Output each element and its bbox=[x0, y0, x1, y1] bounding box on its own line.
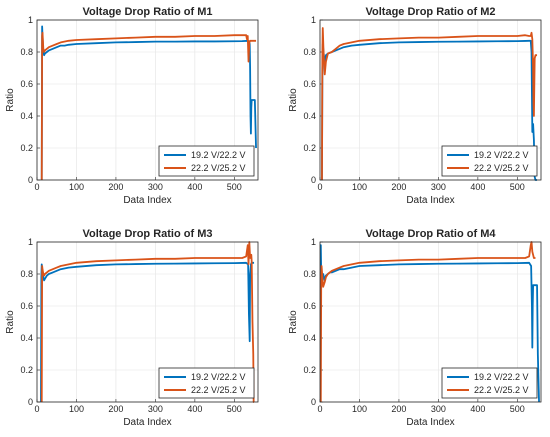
legend-label-1: 19.2 V/22.2 V bbox=[191, 372, 246, 382]
y-axis-label: Ratio bbox=[288, 88, 299, 112]
y-tick-label: 0.4 bbox=[303, 333, 316, 343]
y-tick-label: 0.2 bbox=[20, 143, 33, 153]
x-tick-label: 500 bbox=[510, 182, 525, 192]
y-tick-label: 0.4 bbox=[20, 333, 33, 343]
series-line-2 bbox=[321, 27, 538, 181]
legend-label-2: 22.2 V/25.2 V bbox=[474, 163, 529, 173]
y-tick-label: 0.8 bbox=[303, 47, 316, 57]
x-axis-label: Data Index bbox=[123, 417, 171, 428]
x-tick-label: 100 bbox=[69, 404, 84, 414]
y-axis-label: Ratio bbox=[5, 88, 16, 112]
legend-box bbox=[158, 367, 255, 399]
legend-label-2: 22.2 V/25.2 V bbox=[191, 163, 246, 173]
legend: 19.2 V/22.2 V 22.2 V/25.2 V bbox=[158, 367, 255, 399]
y-tick-label: 0.8 bbox=[20, 47, 33, 57]
legend-label-2: 22.2 V/25.2 V bbox=[474, 385, 529, 395]
x-tick-label: 0 bbox=[34, 404, 39, 414]
y-tick-label: 0.8 bbox=[303, 269, 316, 279]
subplot-4: 0 100 200 300 400 500 0 0.2 0.4 0.6 0.8 1 Voltage Dr… bbox=[288, 228, 542, 428]
y-tick-label: 0 bbox=[28, 175, 33, 185]
subplot-3: 0 100 200 300 400 500 0 0.2 0.4 0.6 0.8 1 Voltage Dr… bbox=[5, 228, 259, 428]
x-tick-label: 200 bbox=[108, 182, 123, 192]
axes-frame bbox=[36, 19, 259, 181]
x-tick-label: 100 bbox=[352, 404, 367, 414]
x-tick-label: 500 bbox=[227, 182, 242, 192]
series-line-2 bbox=[40, 241, 255, 403]
x-tick-label: 0 bbox=[34, 182, 39, 192]
subplot-1: 0 100 200 300 400 500 0 0.2 0.4 0.6 0.8 1 Voltage Dr… bbox=[5, 6, 259, 206]
legend: 19.2 V/22.2 V 22.2 V/25.2 V bbox=[158, 145, 255, 177]
x-tick-label: 300 bbox=[148, 182, 163, 192]
legend-box bbox=[441, 367, 538, 399]
legend: 19.2 V/22.2 V 22.2 V/25.2 V bbox=[441, 367, 538, 399]
x-axis-label: Data Index bbox=[406, 195, 454, 206]
legend-label-1: 19.2 V/22.2 V bbox=[474, 150, 529, 160]
y-tick-label: 1 bbox=[311, 237, 316, 247]
y-tick-label: 0.4 bbox=[303, 111, 316, 121]
x-tick-label: 200 bbox=[108, 404, 123, 414]
x-tick-label: 300 bbox=[148, 404, 163, 414]
legend: 19.2 V/22.2 V 22.2 V/25.2 V bbox=[441, 145, 538, 177]
subplot-2: 0 100 200 300 400 500 0 0.2 0.4 0.6 0.8 1 Voltage Dr… bbox=[288, 6, 542, 206]
y-tick-label: 0.6 bbox=[303, 301, 316, 311]
y-tick-label: 0.2 bbox=[303, 365, 316, 375]
chart-title: Voltage Drop Ratio of M2 bbox=[366, 6, 496, 18]
y-tick-label: 0.2 bbox=[20, 365, 33, 375]
y-tick-label: 0 bbox=[28, 397, 33, 407]
y-axis-label: Ratio bbox=[5, 310, 16, 334]
x-tick-label: 300 bbox=[431, 182, 446, 192]
x-tick-label: 500 bbox=[510, 404, 525, 414]
y-tick-label: 1 bbox=[311, 15, 316, 25]
axes-frame bbox=[36, 241, 259, 403]
x-tick-label: 500 bbox=[227, 404, 242, 414]
y-tick-label: 0.6 bbox=[303, 79, 316, 89]
x-tick-label: 400 bbox=[470, 404, 485, 414]
y-tick-label: 0.2 bbox=[303, 143, 316, 153]
legend-label-1: 19.2 V/22.2 V bbox=[474, 372, 529, 382]
x-axis-label: Data Index bbox=[406, 417, 454, 428]
series-line-1 bbox=[40, 261, 255, 403]
y-tick-label: 1 bbox=[28, 237, 33, 247]
y-tick-label: 0 bbox=[311, 397, 316, 407]
axes-frame bbox=[319, 19, 542, 181]
series-line-1 bbox=[321, 39, 538, 181]
x-tick-label: 0 bbox=[317, 182, 322, 192]
chart-title: Voltage Drop Ratio of M3 bbox=[83, 228, 213, 240]
legend-box bbox=[158, 145, 255, 177]
series-line-2 bbox=[40, 31, 257, 181]
x-tick-label: 100 bbox=[69, 182, 84, 192]
y-tick-label: 0.8 bbox=[20, 269, 33, 279]
x-tick-label: 400 bbox=[470, 182, 485, 192]
legend-label-2: 22.2 V/25.2 V bbox=[191, 385, 246, 395]
y-tick-label: 0.6 bbox=[20, 79, 33, 89]
chart-title: Voltage Drop Ratio of M4 bbox=[366, 228, 497, 240]
y-axis-label: Ratio bbox=[288, 310, 299, 334]
x-axis-label: Data Index bbox=[123, 195, 171, 206]
legend-label-1: 19.2 V/22.2 V bbox=[191, 150, 246, 160]
x-tick-label: 200 bbox=[391, 182, 406, 192]
chart-title: Voltage Drop Ratio of M1 bbox=[83, 6, 213, 18]
legend-box bbox=[441, 145, 538, 177]
x-tick-label: 300 bbox=[431, 404, 446, 414]
series-line-1 bbox=[40, 25, 257, 181]
x-tick-label: 200 bbox=[391, 404, 406, 414]
y-tick-label: 0 bbox=[311, 175, 316, 185]
x-tick-label: 400 bbox=[187, 404, 202, 414]
x-tick-label: 0 bbox=[317, 404, 322, 414]
y-tick-label: 0.6 bbox=[20, 301, 33, 311]
y-tick-label: 1 bbox=[28, 15, 33, 25]
y-tick-label: 0.4 bbox=[20, 111, 33, 121]
axes-frame bbox=[319, 241, 542, 403]
x-tick-label: 400 bbox=[187, 182, 202, 192]
x-tick-label: 100 bbox=[352, 182, 367, 192]
